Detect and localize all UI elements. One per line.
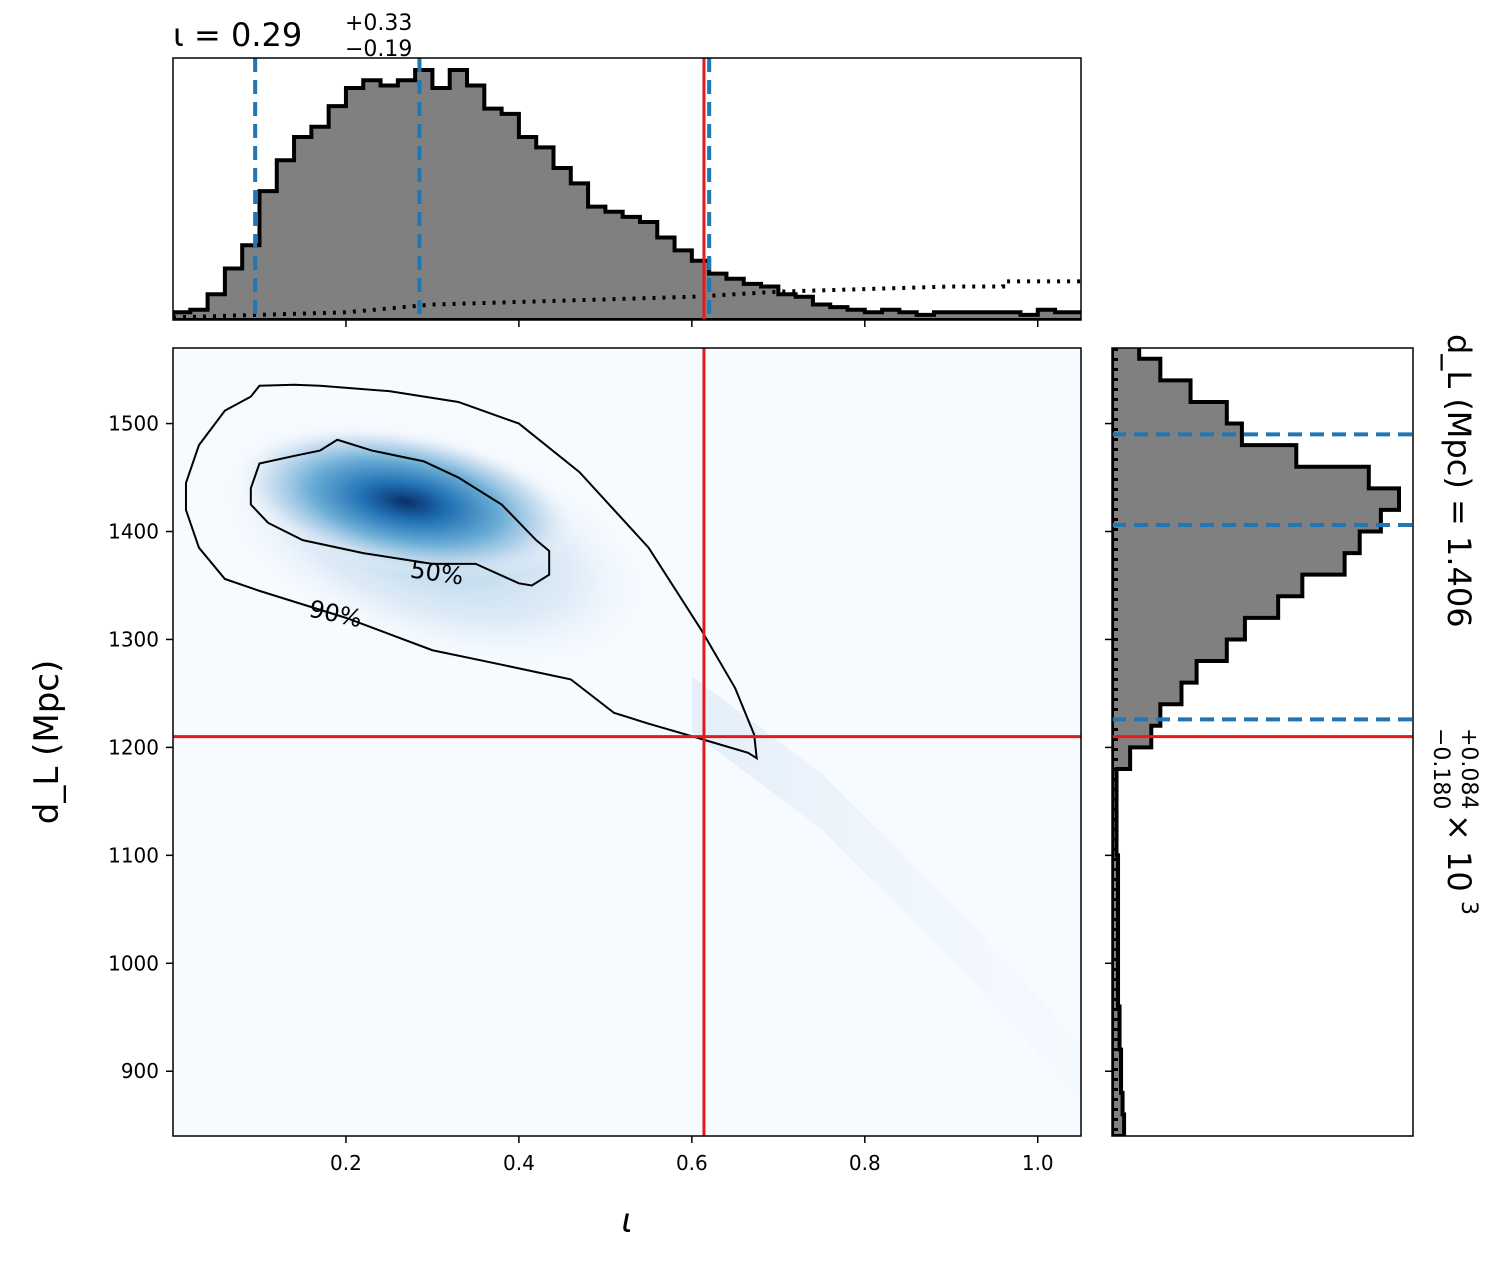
x-axis-label: ι — [621, 1201, 633, 1241]
y-tick-label-2: 1100 — [108, 843, 159, 867]
y-tick-label-4: 1300 — [108, 627, 159, 651]
contour-90 — [184, 383, 758, 761]
joint-x-ticks: 0.2 0.4 0.6 0.8 1.0 — [330, 1136, 1054, 1175]
right-label-exponent: 3 — [1456, 901, 1481, 915]
svg-text:d_L (Mpc) = 1.406: d_L (Mpc) = 1.406 — [1440, 334, 1478, 628]
contour-50 — [249, 438, 551, 587]
x-tick-label-0: 0.2 — [330, 1151, 362, 1175]
joint-y-ticks: 900 1000 1100 1200 1300 1400 1500 — [108, 412, 173, 1083]
y-axis-label: d_L (Mpc) — [27, 660, 67, 824]
density-tail — [691, 676, 1081, 1100]
right-label-plus: +0.084 — [1456, 728, 1481, 809]
y-tick-label-0: 900 — [121, 1059, 159, 1083]
right-label-minus: −0.180 — [1428, 728, 1453, 809]
right-quantile-lines — [1112, 432, 1413, 722]
y-tick-label-1: 1000 — [108, 951, 159, 975]
right-marginal-panel: d_L (Mpc) = 1.406 +0.084 −0.180 × 10 3 — [1105, 334, 1481, 1137]
right-label-factor: × 10 — [1440, 814, 1478, 892]
y-tick-label-3: 1200 — [108, 735, 159, 759]
top-title-minus: −0.19 — [345, 37, 412, 62]
density-core — [232, 424, 579, 580]
top-marginal-panel: ι = 0.29 +0.33 −0.19 — [172, 11, 1082, 327]
right-label: d_L (Mpc) = 1.406 +0.084 −0.180 × 10 3 — [1428, 334, 1481, 915]
joint-panel: 50% 90% 0.2 0.4 0.6 0.8 1.0 9001000110012001… — [27, 347, 1082, 1241]
x-tick-label-1: 0.4 — [503, 1151, 535, 1175]
top-prior-dotted — [173, 279, 1081, 320]
joint-frame — [172, 347, 1082, 1137]
right-y-ticks — [1105, 422, 1112, 1072]
x-tick-label-4: 1.0 — [1022, 1151, 1054, 1175]
x-tick-label-3: 0.8 — [849, 1151, 881, 1175]
top-title: ι = 0.29 — [173, 16, 302, 54]
x-tick-label-2: 0.6 — [676, 1151, 708, 1175]
top-histogram — [173, 68, 1081, 320]
y-tick-label-5: 1400 — [108, 520, 159, 544]
y-tick-label-6: 1500 — [108, 412, 159, 436]
top-x-ticks — [345, 320, 1039, 327]
top-title-plus: +0.33 — [345, 11, 412, 36]
top-frame — [172, 57, 1082, 321]
right-histogram — [1112, 348, 1401, 1136]
right-frame — [1111, 347, 1414, 1137]
